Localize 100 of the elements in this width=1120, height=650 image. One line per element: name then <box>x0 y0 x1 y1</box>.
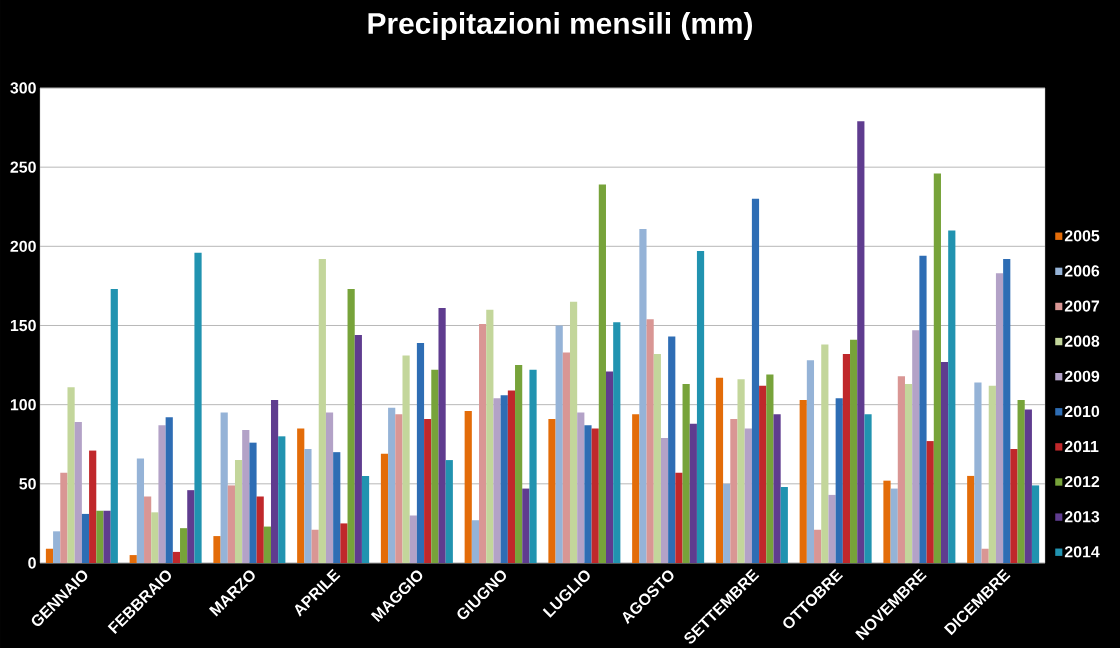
bar <box>737 379 745 563</box>
bar <box>715 377 724 563</box>
bar <box>967 475 975 563</box>
bar <box>1031 485 1040 563</box>
bar <box>304 448 312 563</box>
bar <box>270 399 279 563</box>
bar <box>940 361 949 563</box>
bar <box>584 425 592 563</box>
bar <box>361 475 370 563</box>
bar <box>89 450 97 563</box>
bar <box>613 322 621 563</box>
bar <box>562 352 570 563</box>
bar <box>213 536 221 563</box>
bar <box>297 428 305 563</box>
bar <box>730 418 738 563</box>
legend-label: 2008 <box>1064 335 1100 347</box>
bar <box>814 529 822 563</box>
bar <box>660 437 669 563</box>
legend-label: 2007 <box>1064 300 1100 312</box>
bar <box>96 510 104 563</box>
chart-title: Precipitazioni mensili (mm) <box>368 11 752 40</box>
bar <box>67 387 75 563</box>
y-tick-label: 250 <box>10 161 36 173</box>
bar <box>227 485 235 563</box>
bar <box>220 412 228 563</box>
bar <box>53 531 61 563</box>
bar <box>577 412 585 563</box>
bar <box>548 418 556 563</box>
bar <box>995 273 1004 563</box>
legend-label: 2011 <box>1064 440 1099 453</box>
bar <box>500 395 508 563</box>
bar <box>890 488 898 563</box>
legend-label: 2012 <box>1064 475 1100 488</box>
bar <box>646 319 654 563</box>
bar <box>605 371 614 563</box>
bar <box>340 523 348 563</box>
bar <box>388 407 396 563</box>
bar <box>402 355 410 563</box>
bar <box>883 480 891 563</box>
bar <box>187 490 195 563</box>
bar <box>598 184 606 563</box>
bar <box>689 423 697 563</box>
bar <box>799 399 807 563</box>
legend-label: 2010 <box>1064 405 1100 417</box>
bar <box>632 414 640 563</box>
bar <box>780 486 788 563</box>
bar <box>828 494 836 563</box>
bar <box>424 418 432 563</box>
bar <box>325 412 334 563</box>
legend-label: 2009 <box>1064 370 1100 382</box>
bar <box>103 510 111 563</box>
bar <box>773 414 781 563</box>
bar <box>81 513 90 563</box>
bar <box>380 453 389 563</box>
bar <box>926 441 934 563</box>
bar <box>919 255 927 563</box>
bar <box>180 528 188 563</box>
bar <box>74 422 82 563</box>
bar <box>144 496 152 563</box>
bar <box>529 369 537 563</box>
y-tick-label: 200 <box>10 240 36 252</box>
bar <box>158 425 166 563</box>
bar <box>60 472 68 563</box>
bar <box>194 252 202 563</box>
bar <box>151 512 159 563</box>
bar <box>172 551 181 563</box>
bar <box>653 353 661 563</box>
bar <box>249 442 257 563</box>
bar <box>165 417 173 563</box>
bar <box>438 308 446 563</box>
bar <box>278 436 286 563</box>
bar <box>486 309 494 563</box>
bar <box>555 325 563 563</box>
bar <box>569 301 578 563</box>
bar <box>948 230 956 563</box>
bar <box>842 353 851 563</box>
bar <box>471 520 480 563</box>
bar <box>522 488 530 563</box>
y-tick-label: 50 <box>19 478 36 490</box>
legend-label: 2014 <box>1064 546 1100 558</box>
bar <box>675 472 683 563</box>
bar <box>234 460 243 563</box>
bar <box>682 384 690 563</box>
bar <box>744 428 752 563</box>
bar <box>1010 448 1018 563</box>
bar <box>821 344 829 563</box>
bar <box>639 228 647 563</box>
bar <box>1024 409 1032 563</box>
bar <box>445 460 453 563</box>
bar <box>696 251 705 563</box>
bar <box>507 390 516 563</box>
bar <box>981 548 989 563</box>
bar <box>493 398 501 563</box>
bar <box>864 414 872 563</box>
y-tick-label: 150 <box>10 319 36 332</box>
bar <box>395 414 403 563</box>
bar <box>751 198 760 563</box>
y-tick-label: 100 <box>10 398 36 411</box>
legend-label: 2013 <box>1064 511 1100 523</box>
bar <box>1017 399 1025 563</box>
